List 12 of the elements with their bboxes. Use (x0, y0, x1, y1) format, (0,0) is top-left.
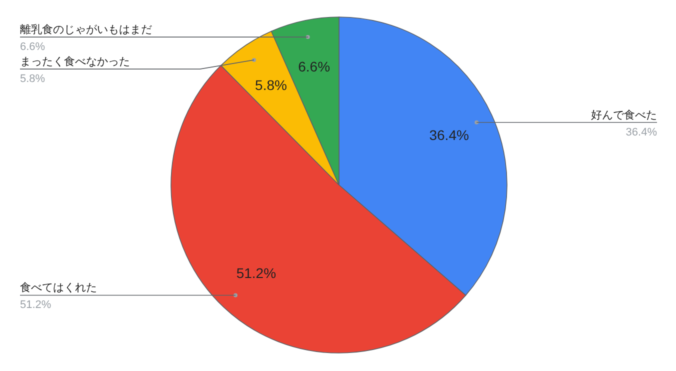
slice-label: 好んで食べた (591, 109, 657, 122)
data-label: 51.2% (236, 265, 276, 282)
text: 51.2% (20, 299, 52, 312)
text: 5.8% (20, 73, 46, 86)
text: 6.6% (20, 41, 46, 54)
slice-label: 食べてはくれた (20, 282, 97, 294)
data-label: 36.4% (429, 126, 469, 143)
data-label: 5.8% (255, 76, 287, 93)
text: 36.4% (626, 126, 657, 138)
data-label: 6.6% (298, 58, 330, 75)
slice-label: 離乳食のじゃがいもはまだ (20, 23, 152, 36)
slice-label: まったく食べなかった (20, 56, 130, 68)
